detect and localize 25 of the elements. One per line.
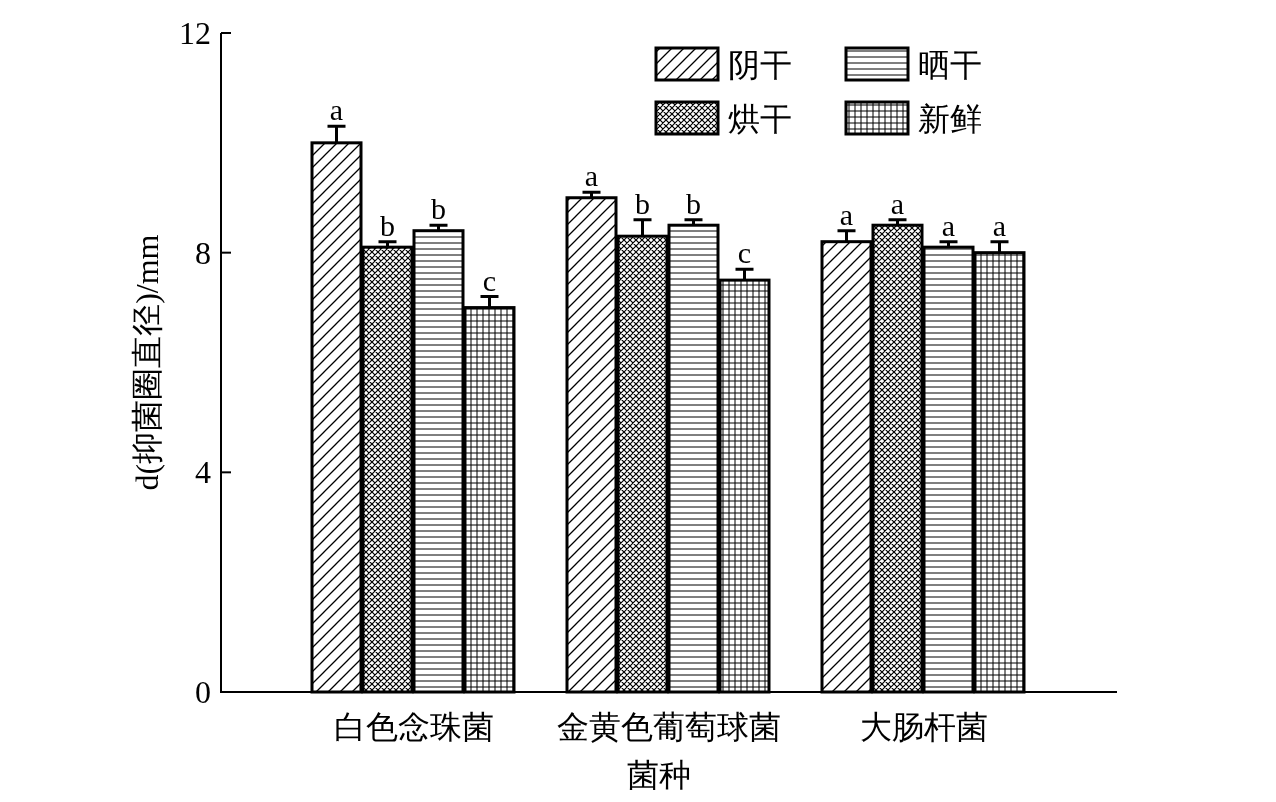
data-label: a xyxy=(941,208,956,242)
legend-label: 烘干 xyxy=(728,101,792,137)
data-label: b xyxy=(431,192,446,226)
data-label: b xyxy=(635,186,650,220)
data-label: a xyxy=(584,159,599,193)
data-label: c xyxy=(482,263,497,297)
data-label: a xyxy=(839,197,854,231)
x-tick-label: 金黄色葡萄球菌 xyxy=(557,709,781,745)
y-tick-label: 12 xyxy=(179,15,211,51)
y-tick-label: 4 xyxy=(195,454,211,491)
data-label: a xyxy=(992,208,1007,242)
legend-label: 阴干 xyxy=(728,47,792,83)
y-tick-label: 0 xyxy=(195,674,211,710)
data-label: a xyxy=(890,186,905,220)
data-label: c xyxy=(737,236,752,270)
legend-label: 晒干 xyxy=(918,47,982,83)
y-tick-label: 8 xyxy=(195,234,211,271)
x-tick-label: 白色念珠菌 xyxy=(334,709,494,745)
legend-label: 新鲜 xyxy=(918,101,982,137)
data-label: b xyxy=(686,186,701,220)
y-axis-title: d(抑菌圈直径)/mm xyxy=(129,234,165,491)
data-label: b xyxy=(380,208,395,242)
x-tick-label: 大肠杆菌 xyxy=(860,709,988,745)
x-axis-title: 菌种 xyxy=(627,757,691,793)
data-label: a xyxy=(329,93,344,127)
